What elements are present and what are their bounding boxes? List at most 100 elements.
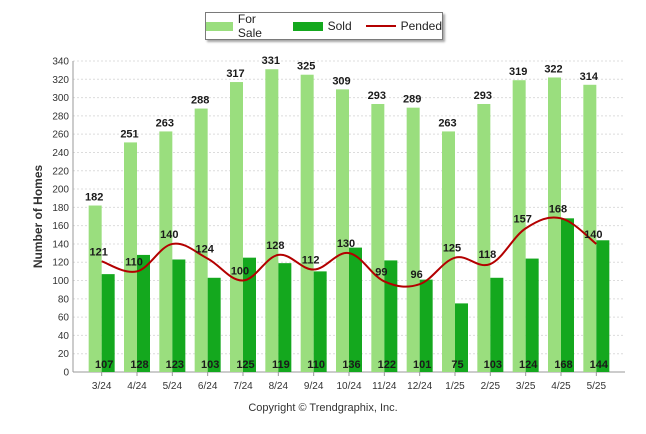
pended-data-label: 168: [549, 203, 567, 215]
sold-bar: [384, 260, 398, 372]
sold-bar: [137, 254, 150, 372]
legend-label-for-sale: For Sale: [237, 12, 262, 40]
pended-line: [101, 216, 597, 288]
y-tick-label: 180: [52, 203, 69, 214]
sold-bar: [278, 263, 292, 372]
sold-data-label: 144: [590, 359, 609, 371]
for-sale-data-label: 289: [403, 94, 421, 106]
for-sale-data-label: 331: [262, 55, 280, 67]
y-tick-label: 0: [63, 368, 69, 379]
pended-data-label: 96: [411, 269, 423, 281]
x-tick-label: 5/24: [163, 381, 183, 392]
pended-data-label: 128: [266, 240, 284, 252]
x-tick-label: 4/24: [127, 381, 147, 392]
for-sale-bar: [265, 69, 279, 372]
pended-data-label: 121: [89, 246, 107, 258]
for-sale-bar: [512, 80, 526, 372]
x-tick-label: 3/25: [516, 381, 536, 392]
for-sale-bar: [406, 107, 420, 373]
x-tick-label: 6/24: [198, 381, 218, 392]
y-tick-label: 280: [52, 111, 69, 122]
for-sale-bar: [371, 103, 385, 372]
y-tick-label: 340: [52, 57, 69, 68]
x-tick-label: 11/24: [372, 381, 397, 392]
y-tick-label: 260: [52, 130, 69, 141]
x-tick-label: 12/24: [407, 381, 432, 392]
for-sale-data-label: 325: [297, 61, 315, 73]
y-tick-label: 220: [52, 166, 69, 177]
sold-bar: [172, 259, 186, 372]
pended-data-label: 118: [478, 249, 496, 261]
x-tick-label: 1/25: [445, 381, 465, 392]
sold-bar: [490, 277, 504, 372]
sold-data-label: 101: [413, 359, 431, 371]
for-sale-data-label: 288: [191, 95, 209, 107]
legend: For Sale Sold Pended: [205, 12, 443, 40]
y-tick-label: 320: [52, 75, 69, 86]
sold-bar: [419, 279, 433, 372]
for-sale-bar: [300, 74, 314, 373]
for-sale-bar: [336, 89, 349, 372]
for-sale-data-label: 319: [509, 66, 527, 78]
legend-label-sold: Sold: [327, 19, 352, 33]
x-tick-label: 9/24: [304, 381, 324, 392]
sold-data-label: 136: [342, 359, 360, 371]
y-tick-label: 60: [58, 313, 70, 324]
y-tick-label: 300: [52, 93, 69, 104]
sold-bar: [596, 240, 610, 372]
for-sale-data-label: 317: [226, 68, 244, 80]
for-sale-bar: [230, 82, 243, 372]
sold-data-label: 75: [451, 359, 463, 371]
for-sale-data-label: 293: [474, 90, 492, 102]
x-tick-label: 8/24: [269, 381, 289, 392]
pended-data-label: 110: [125, 256, 143, 268]
for-sale-data-label: 263: [438, 117, 456, 129]
for-sale-bar: [442, 131, 455, 372]
sold-data-label: 123: [166, 359, 184, 371]
for-sale-bar: [583, 84, 597, 373]
sold-data-label: 122: [378, 359, 396, 371]
for-sale-data-label: 314: [580, 71, 599, 83]
for-sale-swatch: [206, 21, 233, 31]
for-sale-bar: [548, 77, 561, 372]
sold-bar: [207, 277, 221, 372]
sold-data-label: 107: [95, 359, 113, 371]
sold-bar: [243, 257, 256, 372]
y-axis-title: Number of Homes: [31, 165, 45, 269]
x-tick-label: 3/24: [92, 381, 112, 392]
legend-item-pended[interactable]: Pended: [365, 19, 442, 33]
y-tick-label: 240: [52, 148, 69, 159]
y-tick-label: 20: [58, 349, 70, 360]
y-tick-label: 140: [52, 239, 69, 250]
sold-swatch: [292, 21, 323, 31]
pended-data-label: 125: [443, 243, 461, 255]
for-sale-bar: [124, 142, 137, 372]
sold-bar: [561, 218, 574, 372]
sold-data-label: 119: [272, 359, 290, 371]
sold-bar: [313, 271, 327, 372]
pended-data-label: 100: [231, 266, 249, 278]
pended-data-label: 140: [584, 229, 602, 241]
pended-data-label: 157: [513, 213, 531, 225]
x-tick-label: 2/25: [481, 381, 501, 392]
sold-bar: [455, 303, 468, 372]
pended-data-label: 124: [195, 244, 214, 256]
sold-data-label: 124: [519, 359, 538, 371]
x-tick-label: 4/25: [551, 381, 571, 392]
x-tick-label: 10/24: [336, 381, 361, 392]
sold-bar: [525, 258, 539, 372]
y-tick-label: 100: [52, 276, 69, 287]
for-sale-data-label: 309: [332, 75, 350, 87]
x-tick-label: 5/25: [587, 381, 607, 392]
y-tick-label: 160: [52, 221, 69, 232]
y-tick-label: 40: [58, 331, 70, 342]
for-sale-bar: [159, 131, 173, 372]
pended-data-label: 99: [375, 266, 387, 278]
pended-data-label: 112: [302, 255, 320, 267]
legend-item-for-sale[interactable]: For Sale: [206, 12, 279, 40]
for-sale-bar: [477, 103, 491, 372]
legend-item-sold[interactable]: Sold: [292, 19, 352, 33]
for-sale-data-label: 251: [120, 128, 138, 140]
pended-data-label: 140: [160, 229, 178, 241]
